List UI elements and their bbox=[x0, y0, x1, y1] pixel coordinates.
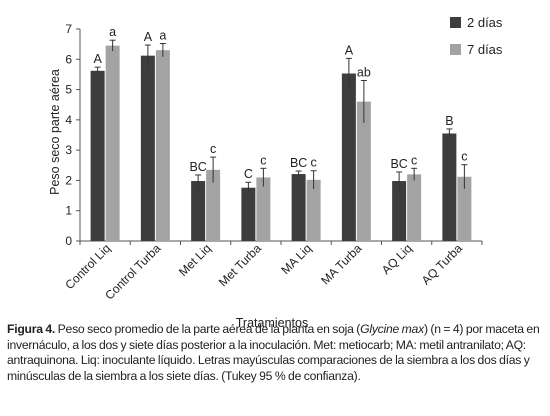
y-tick-label: 6 bbox=[65, 52, 72, 66]
x-tick-label-aq-turba: AQ Turba bbox=[419, 241, 465, 287]
x-axis-label: Tratamientos bbox=[236, 316, 308, 330]
figure-caption: Figura 4. Peso seco promedio de la parte… bbox=[7, 322, 545, 384]
legend: 2 días 7 días bbox=[450, 15, 503, 57]
bar-7-dias-control-turba bbox=[155, 50, 170, 242]
x-tick-label-met-liq: Met Liq bbox=[176, 241, 214, 279]
x-tick-label-met-turba: Met Turba bbox=[216, 241, 264, 289]
significance-letter-2-dias-ma-liq: BC bbox=[290, 156, 307, 170]
significance-letter-2-dias-met-turba: C bbox=[244, 167, 253, 181]
bar-7-dias-met-turba bbox=[256, 177, 271, 241]
bar-7-dias-aq-liq bbox=[407, 174, 422, 241]
significance-letter-2-dias-control-turba: A bbox=[144, 30, 153, 44]
bar-2-dias-control-liq bbox=[90, 70, 105, 242]
x-tick-label-control-liq: Control Liq bbox=[62, 241, 113, 292]
legend-label-2-dias: 2 días bbox=[467, 15, 503, 30]
bar-2-dias-ma-turba bbox=[341, 73, 356, 242]
significance-letter-7-dias-met-turba: c bbox=[260, 153, 266, 167]
bar-2-dias-aq-turba bbox=[442, 133, 457, 241]
y-tick-label: 4 bbox=[65, 113, 72, 127]
y-tick-label: 5 bbox=[65, 83, 72, 97]
significance-letter-7-dias-aq-liq: c bbox=[411, 153, 417, 167]
y-tick-label: 2 bbox=[65, 173, 72, 187]
bar-2-dias-control-turba bbox=[140, 55, 155, 241]
x-tick-label-ma-liq: MA Liq bbox=[278, 241, 314, 277]
bar-7-dias-ma-liq bbox=[306, 179, 321, 241]
significance-letter-7-dias-met-liq: c bbox=[210, 142, 216, 156]
significance-letter-2-dias-control-liq: A bbox=[93, 52, 102, 66]
legend-swatch-2-dias bbox=[450, 17, 461, 28]
bar-2-dias-ma-liq bbox=[291, 174, 306, 241]
caption-species: Glycine max bbox=[360, 322, 424, 336]
legend-label-7-dias: 7 días bbox=[467, 42, 503, 57]
y-tick-label: 7 bbox=[65, 22, 72, 36]
bar-7-dias-met-liq bbox=[206, 169, 221, 241]
bar-7-dias-ma-turba bbox=[356, 101, 371, 241]
significance-letter-7-dias-control-liq: a bbox=[109, 25, 116, 39]
significance-letter-2-dias-aq-turba: B bbox=[445, 114, 453, 128]
significance-letter-7-dias-control-turba: a bbox=[159, 29, 166, 43]
x-tick-label-aq-liq: AQ Liq bbox=[379, 241, 415, 277]
significance-letter-2-dias-met-liq: BC bbox=[189, 160, 206, 174]
y-tick-label: 1 bbox=[65, 204, 72, 218]
bar-7-dias-control-liq bbox=[105, 45, 120, 242]
y-tick-label: 0 bbox=[65, 234, 72, 248]
caption-text-part-1: Peso seco promedio de la parte aérea de … bbox=[55, 322, 361, 336]
significance-letter-7-dias-ma-turba: ab bbox=[357, 65, 371, 79]
bar-2-dias-met-liq bbox=[191, 181, 206, 241]
y-axis-label: Peso seco parte aérea bbox=[48, 69, 62, 195]
figure-label: Figura 4. bbox=[7, 322, 56, 336]
y-tick-label: 3 bbox=[65, 143, 72, 157]
x-tick-label-ma-turba: MA Turba bbox=[318, 241, 364, 287]
significance-letter-7-dias-aq-turba: c bbox=[461, 150, 467, 164]
bar-2-dias-met-turba bbox=[241, 187, 256, 241]
bar-2-dias-aq-liq bbox=[392, 181, 407, 241]
significance-letter-2-dias-ma-turba: A bbox=[345, 43, 354, 57]
legend-swatch-7-dias bbox=[450, 44, 461, 55]
bar-7-dias-aq-turba bbox=[457, 176, 472, 241]
significance-letter-2-dias-aq-liq: BC bbox=[390, 157, 407, 171]
caption-text-part-2: ) (n = 4) por maceta en invernáculo, a l… bbox=[7, 322, 540, 383]
significance-letter-7-dias-ma-liq: c bbox=[311, 156, 317, 170]
